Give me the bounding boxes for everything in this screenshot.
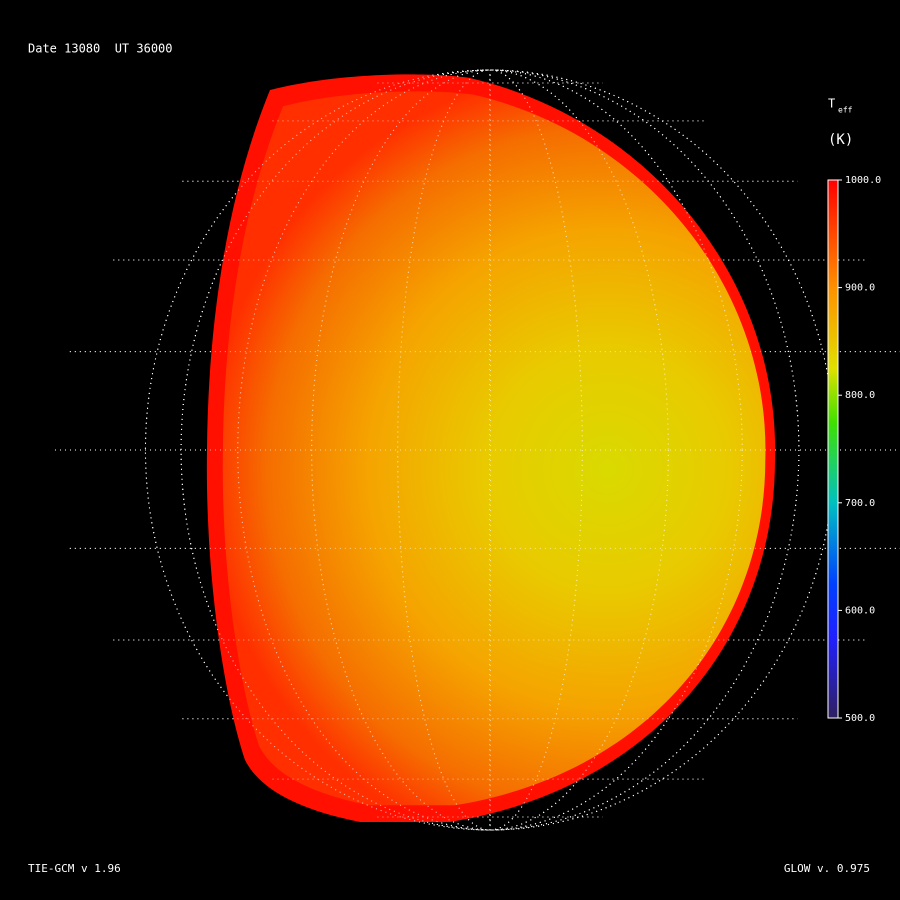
colorbar-tick-label: 600.0 [845, 605, 875, 616]
colorbar [827, 179, 839, 719]
colorbar-tick-label: 500.0 [845, 713, 875, 724]
colorbar-symbol: T [828, 97, 835, 111]
colorbar-unit: (K) [828, 132, 853, 148]
dayside [222, 91, 766, 806]
meridian [311, 69, 669, 831]
colorbar-tick-label: 700.0 [845, 498, 875, 509]
glow-label: GLOW v. 0.975 [784, 862, 870, 875]
colorbar-tick-label: 900.0 [845, 283, 875, 294]
colorbar-tick-label: 1000.0 [845, 175, 881, 186]
model-label: TIE-GCM v 1.96 [28, 862, 121, 875]
colorbar-subscript: eff [838, 106, 853, 115]
meridian [237, 69, 743, 831]
date-label: Date 13080 UT 36000 [28, 42, 173, 56]
colorbar-tick-label: 800.0 [845, 390, 875, 401]
meridian [180, 69, 800, 831]
